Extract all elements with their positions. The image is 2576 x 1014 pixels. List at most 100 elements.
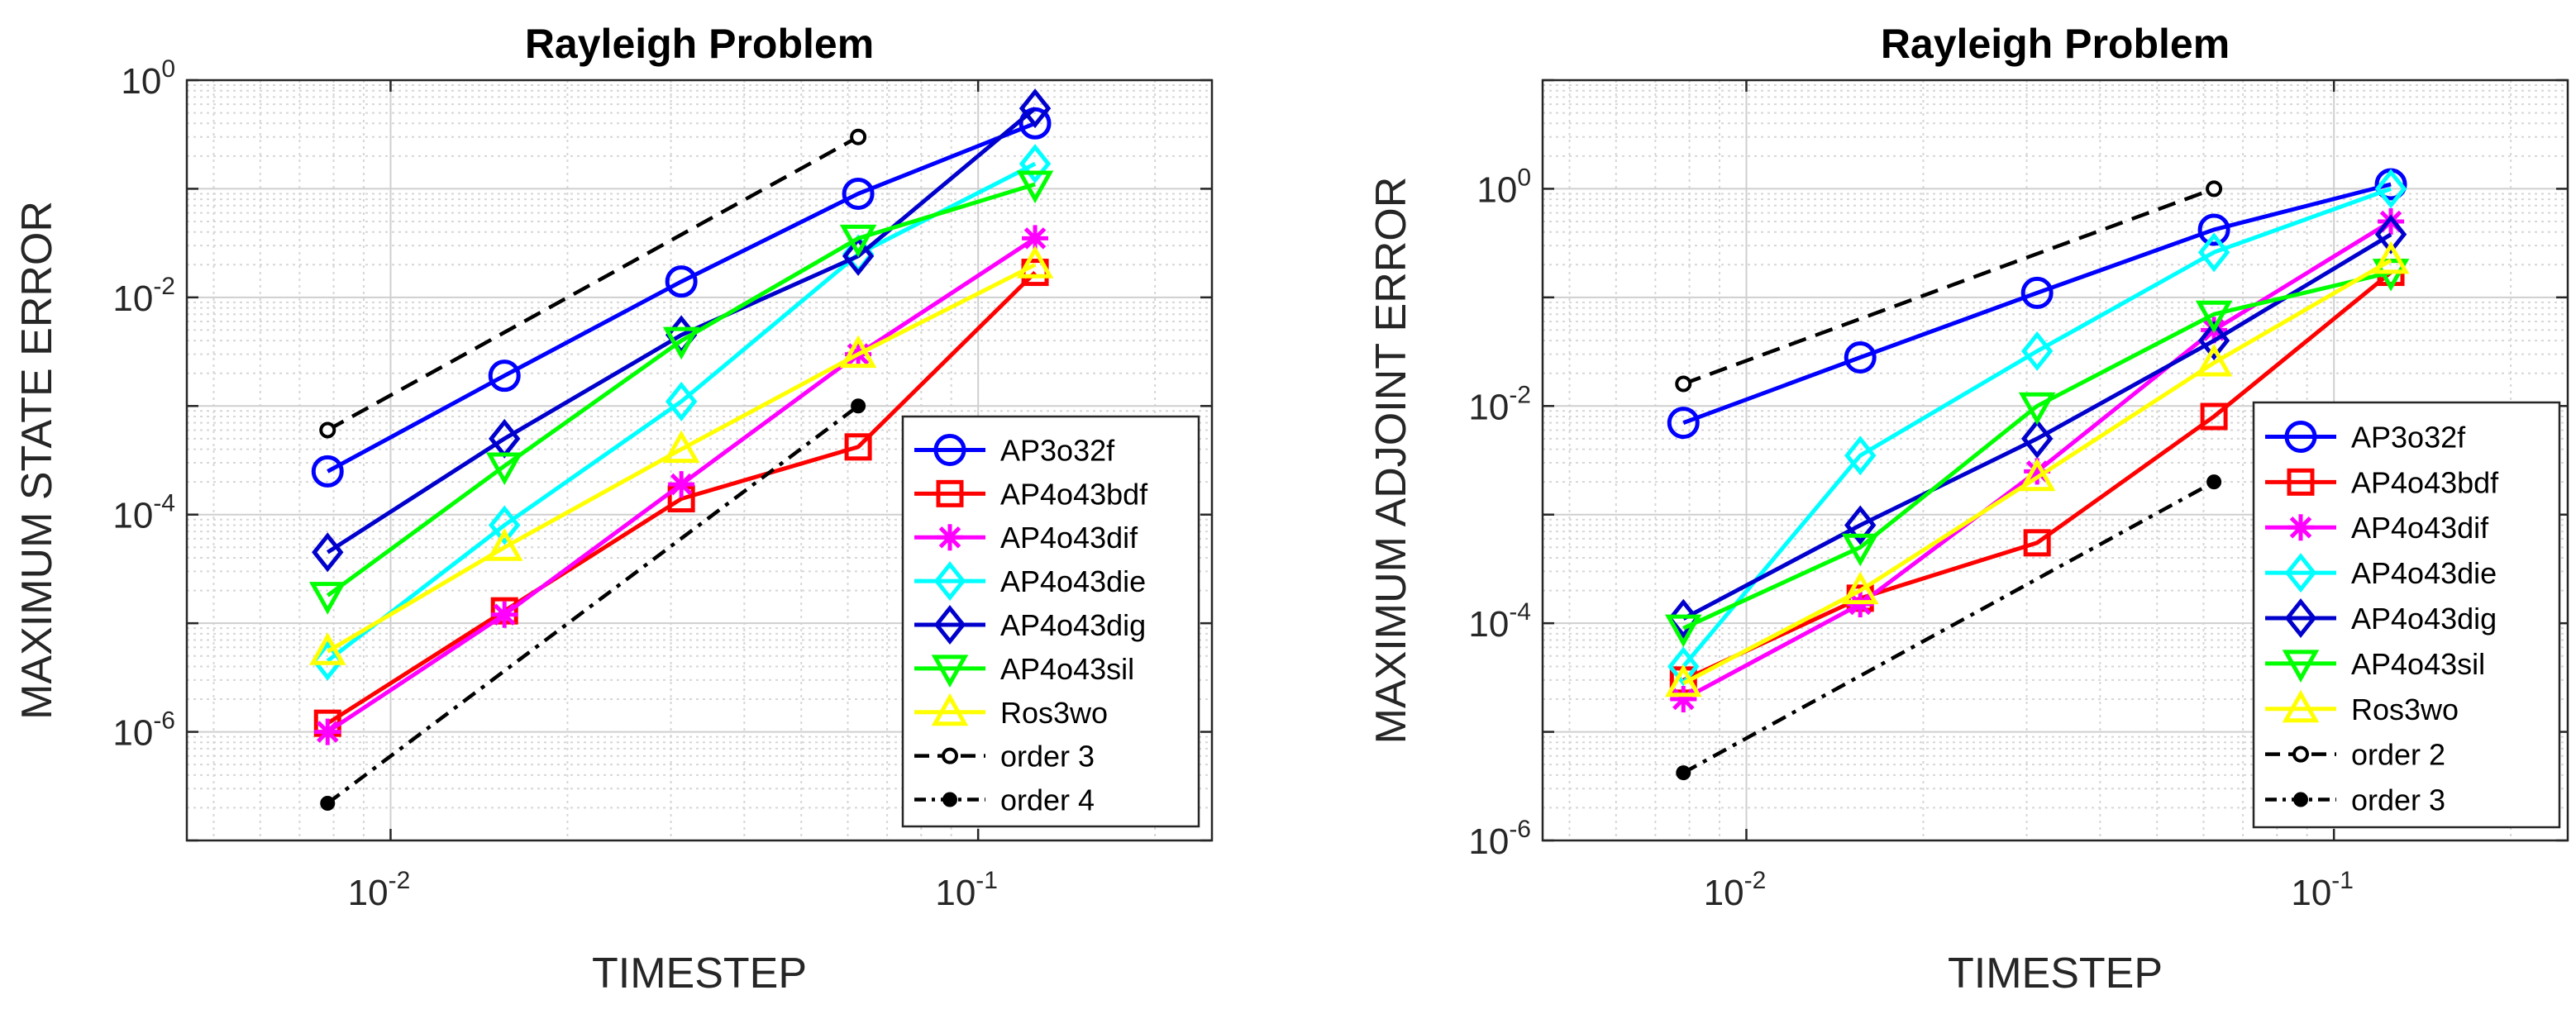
series-layer <box>308 88 1054 811</box>
y-axis-label: MAXIMUM ADJOINT ERROR <box>1367 177 1415 745</box>
data-point <box>320 795 336 811</box>
data-point <box>1844 436 1877 476</box>
axes-box <box>185 79 1214 842</box>
data-point <box>2197 232 2230 273</box>
series-ap4o43dif <box>1670 207 2405 713</box>
legend: AP3o32f AP4o43bdf AP4o43dif AP4o43die AP4o43… <box>2252 401 2561 829</box>
series-line <box>327 121 1037 474</box>
legend-marker <box>937 524 963 551</box>
series-line <box>326 161 1037 663</box>
data-point <box>2018 392 2056 426</box>
data-point <box>2378 207 2405 235</box>
series-ap4o43die <box>1667 169 2407 687</box>
series-line <box>326 404 860 805</box>
legend-item: order 3 <box>914 740 1095 774</box>
legend-label: Ros3wo <box>2351 693 2459 726</box>
series-line <box>326 182 1036 597</box>
y-tick-label: 100 <box>1476 164 1531 210</box>
data-point <box>1844 341 1877 374</box>
legend-label: AP4o43dif <box>2351 511 2489 545</box>
data-point <box>665 265 698 298</box>
legend-marker <box>933 604 966 645</box>
data-point <box>485 452 523 486</box>
data-point <box>1018 144 1052 184</box>
data-point <box>851 398 866 414</box>
y-tick-label: 10-6 <box>1468 816 1531 862</box>
data-point <box>1676 765 1691 781</box>
chart-title: Rayleigh Problem <box>525 21 874 67</box>
data-point <box>314 718 341 745</box>
data-point <box>2206 180 2223 198</box>
legend-item: Ros3wo <box>914 693 1108 730</box>
legend-marker <box>2287 514 2314 541</box>
data-point <box>662 326 700 360</box>
legend-item: AP4o43bdf <box>914 477 1148 511</box>
legend-marker <box>931 655 969 688</box>
axes-box <box>1541 79 2569 842</box>
legend-marker <box>936 479 964 507</box>
y-tick-label: 10-2 <box>112 273 175 319</box>
series-layer <box>1664 168 2410 781</box>
legend-marker <box>2287 468 2315 496</box>
legend-item: AP4o43dig <box>2265 597 2497 639</box>
legend-item: Ros3wo <box>2265 689 2459 726</box>
data-point <box>842 236 875 276</box>
data-point <box>665 381 698 421</box>
legend-label: AP4o43bdf <box>2351 465 2499 499</box>
data-point <box>1022 225 1049 252</box>
data-point <box>662 430 700 464</box>
data-point <box>2020 331 2054 371</box>
data-point <box>488 359 521 393</box>
series-ap4o43sil <box>308 170 1054 615</box>
legend-label: AP4o43sil <box>1000 652 1134 686</box>
legend-marker <box>2292 745 2309 763</box>
legend-marker <box>2293 792 2308 807</box>
data-point <box>1667 407 1700 440</box>
series-ap3o32f <box>1667 168 2407 440</box>
data-point <box>2195 300 2233 334</box>
legend-item: order 3 <box>2265 783 2445 817</box>
series-line <box>327 135 860 432</box>
x-axis-label: TIMESTEP <box>1948 950 2163 997</box>
legend-label: Ros3wo <box>1000 696 1108 730</box>
data-point <box>2372 240 2410 274</box>
data-point <box>2200 402 2228 431</box>
legend-marker <box>2284 597 2317 639</box>
series-line <box>326 270 1037 726</box>
legend-marker <box>2282 650 2320 683</box>
data-point <box>1675 375 1692 393</box>
legend-marker <box>2284 420 2317 453</box>
data-point <box>2197 213 2230 246</box>
legend-marker <box>931 693 969 726</box>
series-line <box>326 107 1037 555</box>
data-point <box>2018 458 2056 492</box>
series-line <box>1682 182 2392 425</box>
data-point <box>1016 170 1054 204</box>
series-ros3wo <box>308 245 1054 665</box>
data-point <box>2374 214 2407 255</box>
data-point <box>319 421 336 439</box>
data-point <box>2374 169 2407 209</box>
data-point <box>485 528 523 561</box>
legend-label: AP4o43dif <box>1000 521 1138 555</box>
legend-label: order 3 <box>1000 740 1095 774</box>
x-tick-label: 10-2 <box>1704 867 1767 913</box>
data-point <box>308 582 346 615</box>
legend: AP3o32f AP4o43bdf AP4o43dif AP4o43die AP4o43… <box>901 415 1200 828</box>
data-point <box>311 455 344 488</box>
legend-label: order 4 <box>1000 783 1095 817</box>
legend-item: AP4o43bdf <box>2265 465 2499 499</box>
data-point <box>491 601 518 628</box>
series-ap4o43sil <box>1664 259 2410 648</box>
legend-label: AP4o43dig <box>2351 602 2497 636</box>
data-point <box>2195 343 2233 377</box>
series-line <box>327 263 1037 654</box>
legend-item: AP4o43sil <box>2265 647 2485 683</box>
x-tick-label: 10-2 <box>348 867 411 913</box>
data-point <box>1664 664 1702 697</box>
legend-item: AP4o43die <box>2265 553 2497 593</box>
data-point <box>2024 458 2051 485</box>
legend-item: order 2 <box>2265 738 2445 772</box>
data-point <box>2197 321 2230 361</box>
series-order-2 <box>1675 180 2223 393</box>
